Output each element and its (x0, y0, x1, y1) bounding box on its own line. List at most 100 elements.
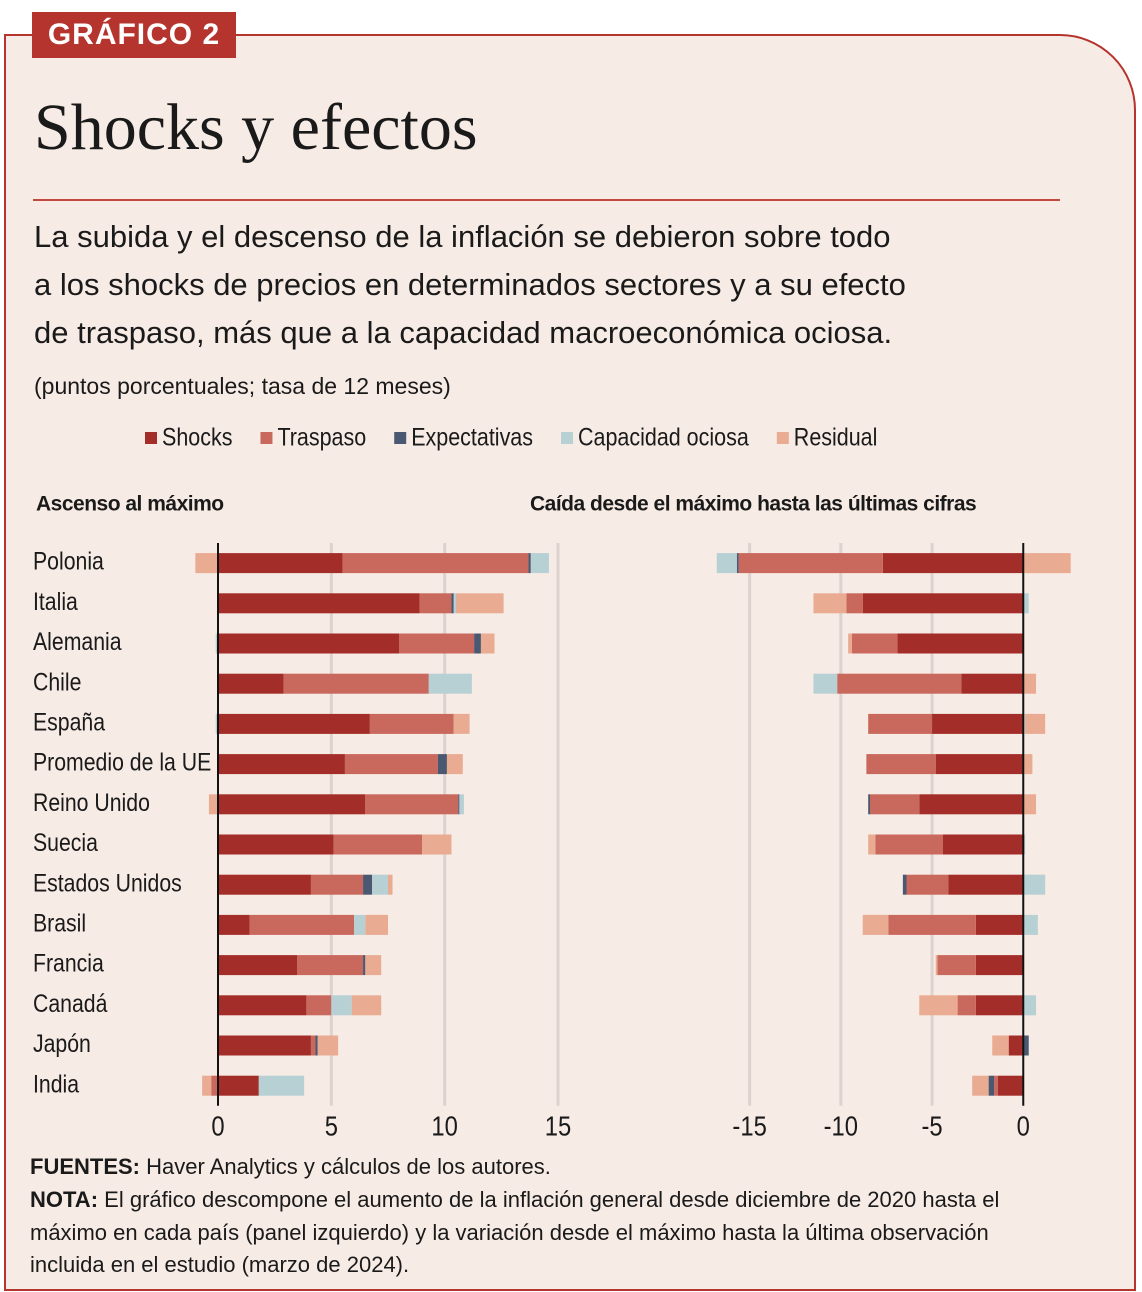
bar (942, 834, 1024, 855)
bar (218, 914, 250, 935)
legend-swatch (776, 432, 789, 444)
legend-swatch (260, 432, 273, 444)
bar (218, 1035, 311, 1056)
bar (868, 834, 876, 855)
bar (306, 995, 332, 1016)
bar (975, 914, 1024, 935)
y-tick-label: Alemania (33, 627, 122, 655)
y-tick-label: Canadá (33, 989, 107, 1017)
badge-box (32, 12, 236, 58)
y-tick-label: Polonia (33, 547, 104, 575)
legend-swatch (394, 432, 407, 444)
bar (195, 553, 218, 574)
bar (208, 794, 218, 815)
bar (399, 633, 475, 654)
bar (428, 673, 472, 694)
note-text: El gráfico descompone el aumento de la i… (104, 1187, 999, 1212)
legend-label: Capacidad ociosa (578, 423, 749, 451)
bar (975, 995, 1024, 1016)
bar (813, 593, 847, 614)
x-tick-label: 10 (431, 1110, 457, 1142)
bar (992, 1035, 1009, 1056)
bar (388, 874, 393, 895)
bar (211, 1075, 218, 1096)
bar (997, 1075, 1024, 1096)
bar (1023, 914, 1038, 935)
bar (446, 754, 463, 775)
bar (342, 553, 529, 574)
bar (310, 1035, 316, 1056)
subtitle: La subida y el descenso de la inflación … (34, 219, 891, 254)
bar (372, 874, 388, 895)
x-tick-label: -5 (921, 1110, 942, 1142)
note-text: máximo en cada país (panel izquierdo) y … (30, 1220, 989, 1245)
note-text: incluida en el estudio (marzo de 2024). (30, 1252, 409, 1277)
y-tick-label: Suecia (33, 828, 98, 856)
y-tick-label: India (33, 1070, 79, 1098)
bar (736, 553, 739, 574)
bar (1023, 874, 1046, 895)
bar (310, 874, 364, 895)
bar (218, 673, 284, 694)
note: NOTA: El gráfico descompone el aumento d… (30, 1187, 999, 1212)
y-tick-label: España (33, 708, 105, 736)
bar (868, 713, 933, 734)
bar (215, 633, 218, 654)
y-tick-label: Chile (33, 668, 81, 696)
bar (331, 995, 352, 1016)
bar (1023, 754, 1033, 775)
bar (957, 995, 976, 1016)
bar (848, 633, 852, 654)
legend-label: Traspaso (277, 423, 366, 451)
bar (862, 914, 889, 935)
bar (218, 995, 307, 1016)
bar (716, 553, 737, 574)
badge: GRÁFICO 2 (48, 17, 220, 51)
bar (456, 593, 504, 614)
bar (961, 673, 1024, 694)
bar (937, 955, 976, 976)
bar (365, 794, 459, 815)
bar (218, 553, 343, 574)
bar (935, 955, 938, 976)
bar (459, 794, 464, 815)
note-label: NOTA: (30, 1187, 98, 1212)
bar (317, 1035, 339, 1056)
bar (1023, 794, 1037, 815)
legend-label: Shocks (162, 423, 232, 451)
bar (935, 754, 1024, 775)
y-tick-label: Promedio de la UE (33, 748, 211, 776)
bar (218, 794, 366, 815)
panel-title: Caída desde el máximo hasta las últimas … (530, 493, 976, 516)
bar (365, 914, 388, 935)
bar (215, 713, 218, 734)
bar (422, 834, 452, 855)
bar (888, 914, 976, 935)
bar (315, 1035, 318, 1056)
bar (453, 713, 470, 734)
bar (258, 1075, 305, 1096)
bar (866, 754, 936, 775)
y-tick-label: Italia (33, 587, 78, 615)
bar (897, 633, 1024, 654)
bar (902, 874, 907, 895)
bar (1023, 673, 1037, 694)
y-tick-label: Japón (33, 1029, 91, 1057)
bar (813, 673, 838, 694)
bar (218, 593, 420, 614)
bar (480, 633, 495, 654)
bar (351, 995, 382, 1016)
units: (puntos porcentuales; tasa de 12 meses) (34, 373, 451, 399)
bar (369, 713, 454, 734)
bar (1008, 1035, 1024, 1056)
bar (1023, 995, 1037, 1016)
x-tick-label: 0 (211, 1110, 224, 1142)
bar (453, 593, 456, 614)
legend-label: Residual (794, 423, 878, 451)
bar (249, 914, 354, 935)
bar (458, 794, 460, 815)
bar (333, 834, 422, 855)
y-tick-label: Brasil (33, 909, 86, 937)
bar (363, 874, 373, 895)
